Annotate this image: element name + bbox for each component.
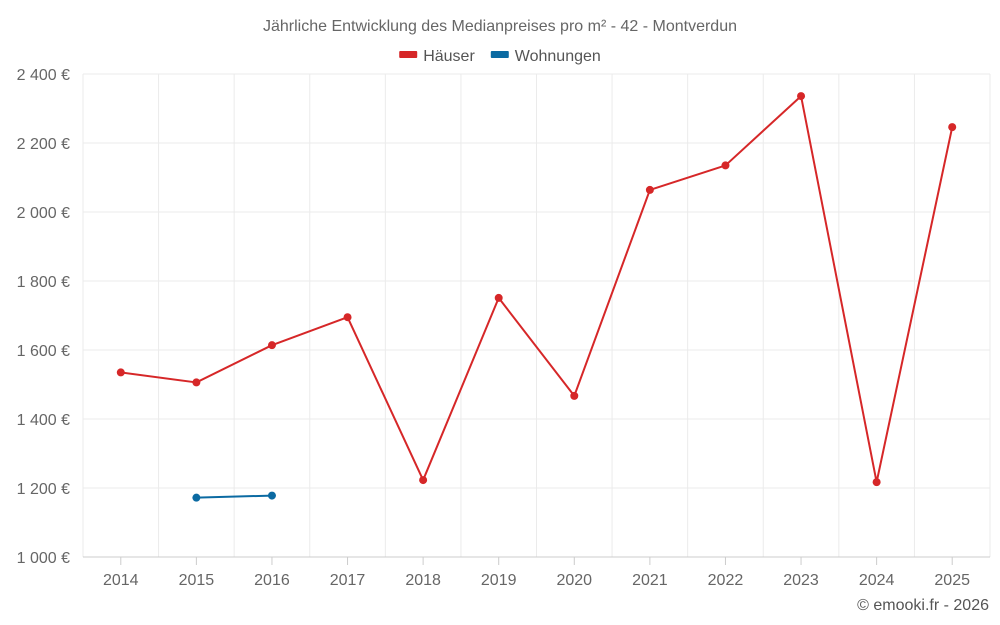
y-tick-label: 1 000 € bbox=[17, 550, 70, 567]
y-tick-label: 2 400 € bbox=[17, 67, 70, 84]
data-point-h-user[interactable] bbox=[494, 293, 503, 302]
x-tick-label: 2019 bbox=[481, 572, 517, 589]
y-tick-label: 1 400 € bbox=[17, 412, 70, 429]
y-tick-label: 2 000 € bbox=[17, 205, 70, 222]
x-tick-label: 2021 bbox=[632, 572, 668, 589]
x-tick-label: 2023 bbox=[783, 572, 819, 589]
x-tick-label: 2016 bbox=[254, 572, 290, 589]
legend-item[interactable]: Häuser bbox=[399, 48, 475, 65]
data-point-h-user[interactable] bbox=[872, 478, 881, 487]
data-point-h-user[interactable] bbox=[645, 185, 654, 194]
x-tick-label: 2020 bbox=[556, 572, 592, 589]
data-point-h-user[interactable] bbox=[948, 123, 957, 132]
series-line-h-user bbox=[120, 95, 954, 484]
data-point-h-user[interactable] bbox=[343, 313, 352, 322]
data-point-h-user[interactable] bbox=[797, 92, 806, 101]
x-tick-label: 2024 bbox=[859, 572, 895, 589]
series-layer bbox=[116, 92, 957, 502]
axes: 1 000 € 1 200 € 1 400 € 1 600 € 1 800 € 2 000… bbox=[17, 67, 990, 589]
legend: Häuser Wohnungen bbox=[399, 48, 601, 65]
legend-swatch bbox=[399, 51, 418, 58]
legend-label: Häuser bbox=[423, 48, 475, 65]
chart-title: Jährliche Entwicklung des Medianpreises … bbox=[263, 18, 737, 35]
x-tick-label: 2025 bbox=[934, 572, 970, 589]
data-point-wohnungen[interactable] bbox=[267, 491, 276, 500]
x-tick-label: 2018 bbox=[405, 572, 441, 589]
y-tick-label: 2 200 € bbox=[17, 136, 70, 153]
data-point-h-user[interactable] bbox=[116, 368, 125, 377]
data-point-h-user[interactable] bbox=[192, 378, 201, 387]
data-point-h-user[interactable] bbox=[267, 341, 276, 350]
data-point-wohnungen[interactable] bbox=[192, 493, 201, 502]
y-tick-label: 1 800 € bbox=[17, 274, 70, 291]
legend-item[interactable]: Wohnungen bbox=[490, 48, 601, 65]
x-tick-label: 2017 bbox=[330, 572, 366, 589]
data-point-h-user[interactable] bbox=[721, 161, 730, 170]
data-point-h-user[interactable] bbox=[570, 391, 579, 400]
x-tick-label: 2015 bbox=[179, 572, 215, 589]
legend-label: Wohnungen bbox=[515, 48, 601, 65]
y-tick-label: 1 200 € bbox=[17, 481, 70, 498]
y-tick-label: 1 600 € bbox=[17, 343, 70, 360]
x-tick-label: 2014 bbox=[103, 572, 139, 589]
series-line-wohnungen bbox=[196, 494, 272, 499]
grid bbox=[82, 73, 991, 558]
x-tick-label: 2022 bbox=[708, 572, 744, 589]
copyright-credit: © emooki.fr - 2026 bbox=[857, 597, 989, 614]
legend-swatch bbox=[490, 51, 509, 58]
data-point-h-user[interactable] bbox=[419, 476, 428, 485]
